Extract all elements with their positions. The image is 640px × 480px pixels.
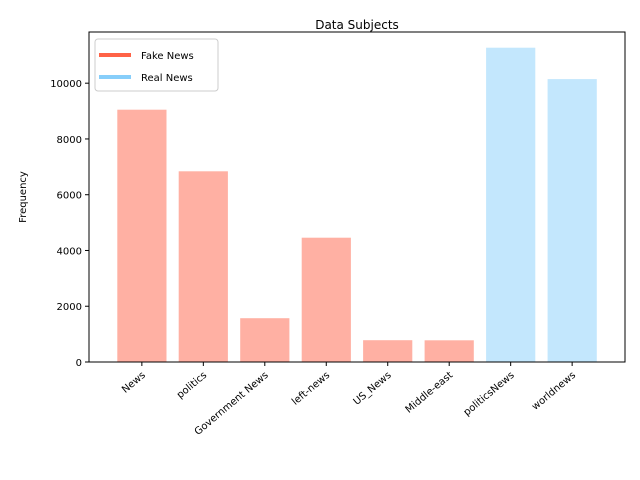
bar-politics — [178, 171, 228, 362]
bar-middle-east — [424, 340, 474, 362]
y-tick-label: 6000 — [57, 191, 82, 202]
y-ticks: 0 2000 4000 6000 8000 10000 — [50, 79, 89, 369]
y-tick-label: 2000 — [57, 302, 82, 313]
bar-left-news — [301, 237, 351, 362]
bar-worldnews — [547, 79, 597, 362]
bar-government-news — [240, 318, 290, 362]
y-axis-label: Frequency — [18, 171, 29, 223]
bar-news — [117, 109, 167, 362]
chart-title: Data Subjects — [315, 18, 399, 32]
legend-label-fake-news: Fake News — [141, 51, 194, 62]
y-tick-label: 10000 — [50, 79, 82, 90]
bar-politicsnews — [486, 47, 536, 362]
y-tick-label: 4000 — [57, 247, 82, 258]
y-tick-label: 8000 — [57, 135, 82, 146]
plot-frame — [88, 31, 626, 363]
legend: Fake News Real News — [94, 38, 219, 92]
bar-us-news — [363, 340, 413, 362]
legend-label-real-news: Real News — [141, 73, 193, 84]
y-tick-label: 0 — [76, 358, 82, 369]
bars-group — [117, 47, 597, 362]
